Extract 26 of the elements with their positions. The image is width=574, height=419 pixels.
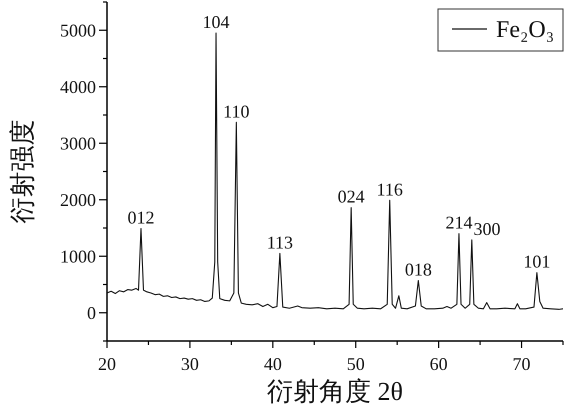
x-tick-label: 50	[346, 354, 365, 374]
annotation: 012	[127, 208, 154, 228]
annotation: 101	[523, 252, 550, 272]
annotation: 214	[445, 212, 472, 233]
x-tick-label: 20	[98, 354, 116, 374]
annotation: 024	[338, 186, 365, 207]
y-tick-label: 2000	[60, 190, 96, 210]
x-axis-title: 衍射角度 2θ	[267, 377, 403, 406]
annotation: 300	[473, 218, 500, 239]
annotation: 104	[202, 12, 230, 32]
annotation: 116	[376, 179, 403, 200]
x-tick-label: 40	[264, 354, 282, 374]
y-tick-label: 3000	[60, 133, 96, 154]
y-tick-label: 0	[87, 302, 96, 323]
annotation: 113	[266, 232, 294, 252]
y-tick-label: 1000	[60, 246, 96, 266]
x-tick-label: 70	[512, 354, 531, 374]
x-tick-label: 30	[180, 354, 199, 374]
annotation: 110	[223, 101, 250, 122]
x-tick-label: 60	[430, 354, 448, 374]
annotation: 018	[404, 260, 432, 280]
legend-label: Fe₂O₃	[496, 17, 554, 43]
y-tick-label: 5000	[60, 20, 96, 40]
legend: Fe₂O₃	[438, 8, 564, 52]
y-axis-title: 衍射强度	[8, 120, 37, 224]
y-tick-label: 4000	[60, 76, 96, 97]
